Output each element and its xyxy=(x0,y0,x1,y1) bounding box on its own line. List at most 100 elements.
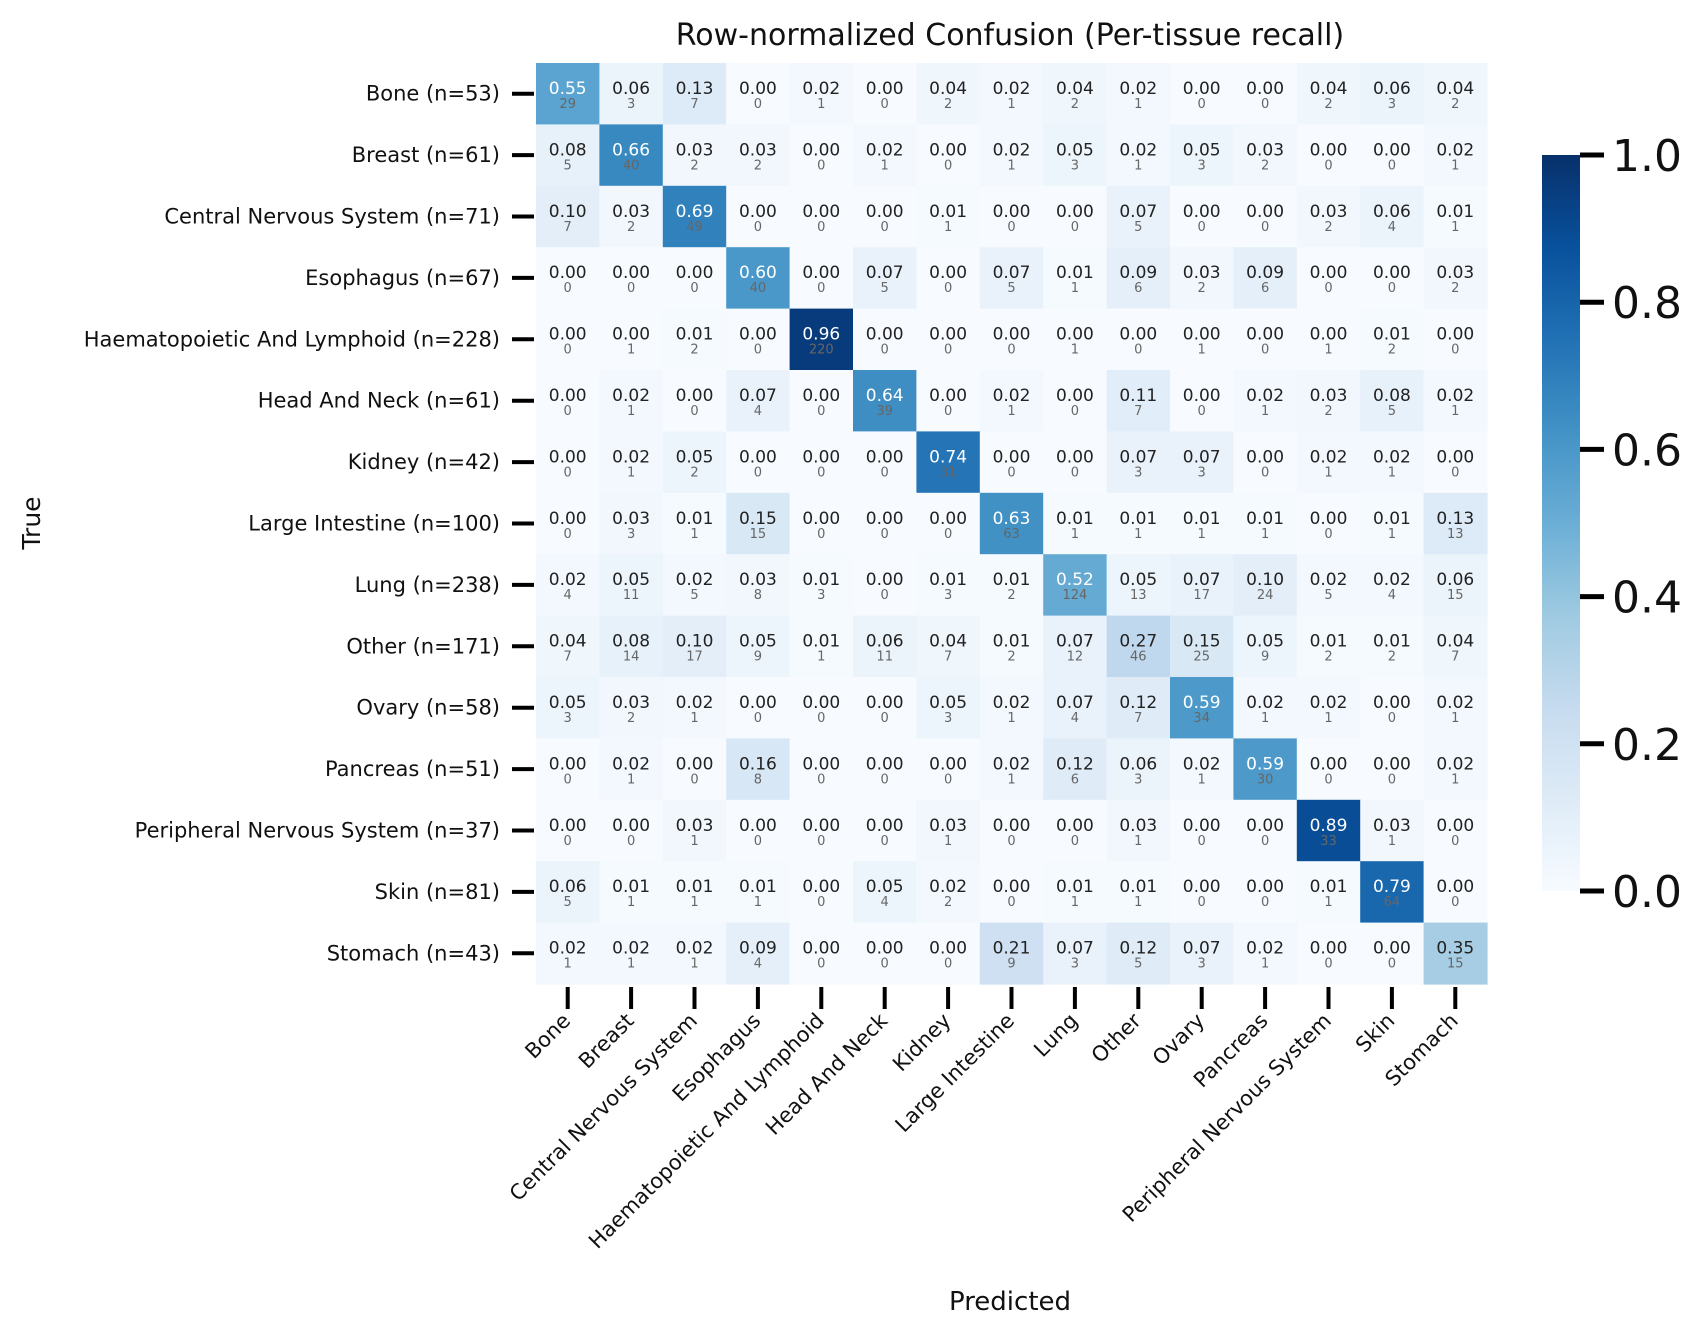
cell-count-label: 0 xyxy=(1261,834,1269,849)
cell-value-label: 0.00 xyxy=(1183,202,1221,222)
heatmap-cell xyxy=(1106,431,1171,494)
heatmap-cell xyxy=(1360,615,1425,678)
cell-count-label: 15 xyxy=(750,527,767,542)
cell-count-label: 15 xyxy=(1447,588,1464,603)
heatmap-cell xyxy=(1170,799,1234,862)
heatmap-cell xyxy=(536,370,600,432)
cell-count-label: 0 xyxy=(1324,158,1332,173)
cell-value-label: 0.04 xyxy=(549,632,587,652)
heatmap-cell xyxy=(726,308,791,371)
y-tick-label: Ovary (n=58) xyxy=(356,696,500,720)
cell-count-label: 2 xyxy=(690,158,698,173)
cell-value-label: 0.03 xyxy=(1310,386,1348,406)
cell-count-label: 0 xyxy=(1134,343,1142,358)
heatmap-cell xyxy=(1296,431,1361,494)
heatmap-cell xyxy=(599,615,664,678)
cell-value-label: 0.06 xyxy=(612,79,650,99)
cell-count-label: 0 xyxy=(1261,895,1269,910)
cell-value-label: 0.00 xyxy=(802,263,840,283)
cell-value-label: 0.00 xyxy=(1310,140,1348,160)
cell-count-label: 1 xyxy=(690,527,698,542)
heatmap-cell xyxy=(1043,185,1108,248)
cell-value-label: 0.01 xyxy=(1056,263,1094,283)
cell-value-label: 0.02 xyxy=(993,386,1031,406)
heatmap-cell xyxy=(1043,677,1108,739)
heatmap-cell xyxy=(1423,677,1488,739)
cell-value-label: 0.03 xyxy=(612,693,650,713)
cell-count-label: 2 xyxy=(944,895,952,910)
heatmap-cell xyxy=(662,738,727,801)
cell-count-label: 1 xyxy=(1071,527,1079,542)
heatmap-cell xyxy=(1170,124,1234,187)
heatmap-cell xyxy=(1423,615,1488,678)
cell-count-label: 2 xyxy=(1388,343,1396,358)
cell-count-label: 0 xyxy=(1324,527,1332,542)
cell-value-label: 0.00 xyxy=(1056,325,1094,345)
cell-value-label: 0.00 xyxy=(866,939,904,959)
heatmap-cell xyxy=(1233,922,1298,985)
cell-value-label: 0.00 xyxy=(1056,202,1094,222)
cell-value-label: 0.01 xyxy=(1310,877,1348,897)
heatmap-cell xyxy=(662,370,727,432)
heatmap-cell xyxy=(1043,861,1108,924)
cell-value-label: 0.02 xyxy=(929,877,967,897)
cell-count-label: 2 xyxy=(690,343,698,358)
cell-value-label: 0.00 xyxy=(802,202,840,222)
heatmap-cell xyxy=(853,615,917,678)
cell-count-label: 0 xyxy=(754,465,762,480)
y-axis-label: True xyxy=(17,496,46,550)
cell-count-label: 1 xyxy=(1388,527,1396,542)
cell-count-label: 0 xyxy=(1388,158,1396,173)
y-tick-label: Skin (n=81) xyxy=(375,880,500,904)
cell-value-label: 0.01 xyxy=(993,632,1031,652)
cell-count-label: 0 xyxy=(1324,772,1332,787)
cell-count-label: 1 xyxy=(627,404,635,419)
heatmap-cell xyxy=(853,63,917,125)
cell-value-label: 0.03 xyxy=(1246,140,1284,160)
heatmap-cell xyxy=(1423,431,1488,494)
heatmap-cell xyxy=(1106,615,1171,678)
heatmap-cell xyxy=(726,492,791,555)
heatmap-cell xyxy=(916,370,981,432)
cell-count-label: 220 xyxy=(809,343,834,358)
heatmap-cell xyxy=(1233,431,1298,494)
heatmap-cell xyxy=(1043,799,1108,862)
cell-count-label: 0 xyxy=(817,465,825,480)
heatmap-cell xyxy=(1043,492,1108,555)
heatmap-cell xyxy=(853,431,917,494)
cell-value-label: 0.02 xyxy=(676,570,714,590)
cell-value-label: 0.00 xyxy=(993,202,1031,222)
cell-count-label: 2 xyxy=(944,97,952,112)
heatmap-cell xyxy=(916,124,981,187)
cell-value-label: 0.05 xyxy=(676,447,714,467)
cell-count-label: 1 xyxy=(1007,772,1015,787)
cell-count-label: 1 xyxy=(944,220,952,235)
cell-count-label: 3 xyxy=(1134,772,1142,787)
cell-value-label: 0.15 xyxy=(739,509,777,529)
cell-value-label: 0.00 xyxy=(866,325,904,345)
heatmap-cell xyxy=(1043,431,1108,494)
cell-count-label: 0 xyxy=(817,957,825,972)
heatmap-cell xyxy=(1423,63,1488,125)
cell-count-label: 13 xyxy=(1447,527,1464,542)
cell-value-label: 0.02 xyxy=(993,754,1031,774)
cell-count-label: 2 xyxy=(627,220,635,235)
heatmap-cell xyxy=(599,922,664,985)
heatmap-cell xyxy=(1423,861,1488,924)
cell-value-label: 0.00 xyxy=(802,693,840,713)
heatmap-cell xyxy=(979,554,1044,617)
cell-count-label: 0 xyxy=(881,465,889,480)
cell-value-label: 0.00 xyxy=(1056,447,1094,467)
heatmap-cell xyxy=(1170,492,1234,555)
cell-value-label: 0.01 xyxy=(1310,632,1348,652)
cell-count-label: 0 xyxy=(754,834,762,849)
cell-count-label: 9 xyxy=(1261,650,1269,665)
heatmap-cell xyxy=(599,308,664,371)
cell-count-label: 4 xyxy=(1388,220,1396,235)
y-tick-label: Esophagus (n=67) xyxy=(305,266,500,290)
cell-count-label: 0 xyxy=(881,220,889,235)
heatmap-cell xyxy=(1106,308,1171,371)
heatmap-cell xyxy=(536,124,600,187)
x-tick-label: Other xyxy=(1087,1008,1146,1067)
cell-value-label: 0.03 xyxy=(1119,816,1157,836)
